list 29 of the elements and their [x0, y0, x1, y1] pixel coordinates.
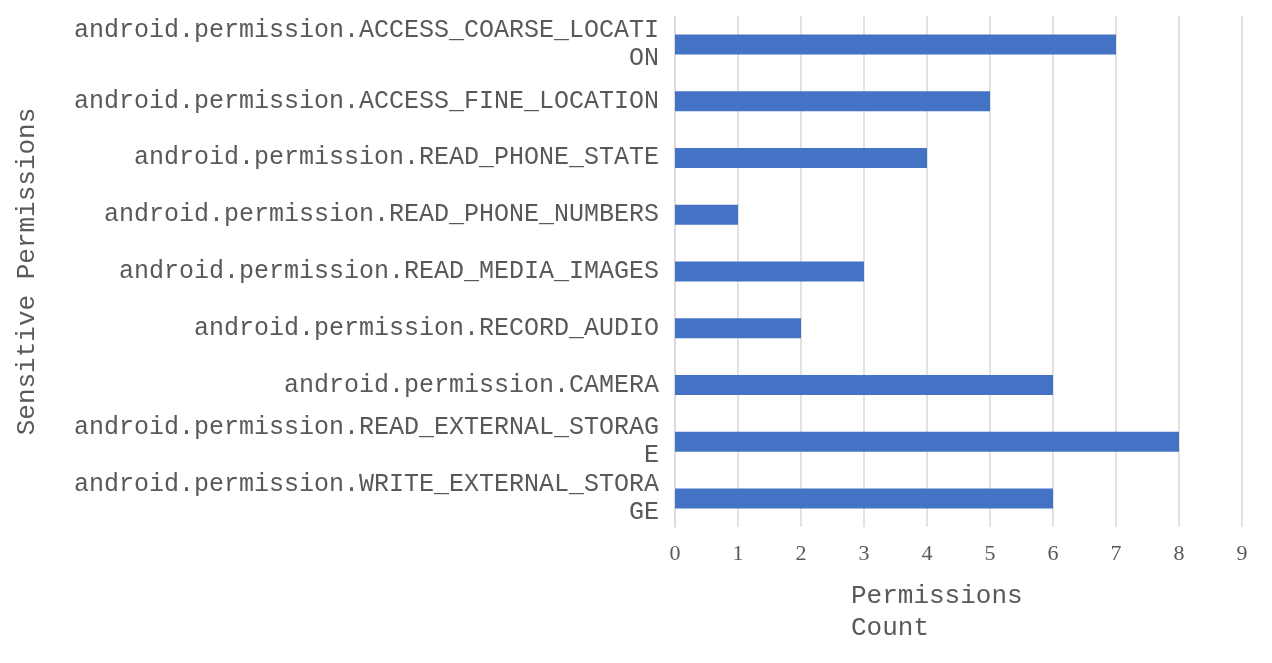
- y-tick-label: android.permission.ACCESS_COARSE_LOCATION: [73, 15, 659, 73]
- y-axis-title: Sensitive Permissions: [12, 107, 42, 436]
- bar: [675, 147, 927, 168]
- x-tick-label: 1: [732, 539, 744, 565]
- x-tick-label: 2: [795, 539, 807, 565]
- bar: [675, 91, 990, 112]
- bar: [675, 488, 1053, 509]
- x-tick-label: 0: [669, 539, 681, 565]
- y-tick-label: android.permission.WRITE_EXTERNAL_STORAGE: [73, 470, 659, 528]
- bar: [675, 34, 1116, 55]
- bar: [675, 204, 738, 225]
- x-tick-label: 9: [1236, 539, 1248, 565]
- bar: [675, 375, 1053, 396]
- x-tick-label: 8: [1173, 539, 1185, 565]
- bar: [675, 431, 1179, 452]
- bar: [675, 261, 864, 282]
- x-tick-label: 3: [858, 539, 870, 565]
- y-tick-label: android.permission.READ_PHONE_NUMBERS: [103, 200, 659, 230]
- y-tick-label: android.permission.CAMERA: [283, 370, 659, 400]
- x-tick-label: 6: [1047, 539, 1059, 565]
- x-axis-title: Permissions Count: [851, 581, 1039, 643]
- bar: [675, 318, 801, 339]
- y-tick-label: android.permission.RECORD_AUDIO: [193, 313, 659, 343]
- y-tick-label: android.permission.READ_PHONE_STATE: [133, 143, 659, 173]
- y-tick-label: android.permission.READ_MEDIA_IMAGES: [118, 257, 659, 286]
- x-tick-label: 5: [984, 539, 996, 565]
- x-tick-label: 4: [921, 539, 933, 565]
- x-tick-label: 7: [1110, 539, 1122, 565]
- y-tick-label: android.permission.ACCESS_FINE_LOCATION: [73, 86, 659, 116]
